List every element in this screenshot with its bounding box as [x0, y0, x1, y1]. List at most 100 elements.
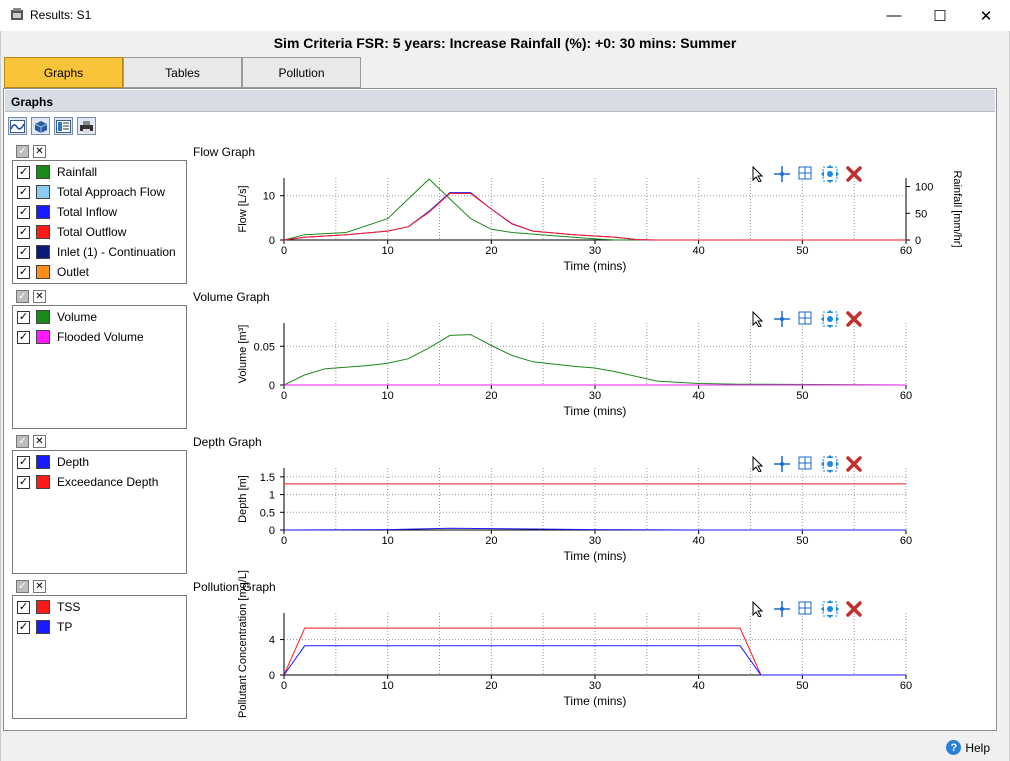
- graph-view-button[interactable]: [8, 117, 27, 135]
- legend-checkbox[interactable]: ✓: [17, 165, 30, 179]
- legend-checkbox[interactable]: ✓: [17, 205, 30, 219]
- legend-checkbox[interactable]: ✓: [17, 475, 30, 489]
- legend-item-exceedance-depth[interactable]: ✓ Exceedance Depth: [17, 473, 158, 491]
- series-line-rainfall: [283, 178, 906, 241]
- crosshair-tool-button[interactable]: [773, 455, 791, 473]
- x-tick-label: 20: [485, 535, 497, 547]
- legend-checkbox[interactable]: ✓: [17, 225, 30, 239]
- crosshair-icon: [774, 456, 790, 472]
- x-tick-label: 0: [281, 390, 287, 402]
- legend-checkbox[interactable]: ✓: [17, 330, 30, 344]
- legend-label: Outlet: [57, 265, 90, 279]
- pointer-tool-button[interactable]: [749, 600, 767, 618]
- pointer-tool-button[interactable]: [749, 455, 767, 473]
- delete-icon: [846, 456, 862, 472]
- legend-color-swatch: [36, 185, 50, 199]
- simulation-title: Sim Criteria FSR: 5 years: Increase Rain…: [273, 35, 737, 51]
- zoom-box-icon: [798, 166, 812, 180]
- legend-checkbox[interactable]: ✓: [17, 455, 30, 469]
- maximize-button[interactable]: ☐: [933, 7, 947, 25]
- legend-checkbox[interactable]: ✓: [17, 310, 30, 324]
- table-view-button[interactable]: [54, 117, 73, 135]
- legend-checkbox[interactable]: ✓: [17, 620, 30, 634]
- legend-checkbox[interactable]: ✓: [17, 185, 30, 199]
- pan-tool-button[interactable]: [821, 600, 839, 618]
- legend-item-tp[interactable]: ✓ TP: [17, 618, 72, 636]
- x-tick-label: 10: [382, 245, 394, 257]
- y-tick-label: 1.5: [260, 472, 275, 484]
- legend-item-flooded-volume[interactable]: ✓ Flooded Volume: [17, 328, 144, 346]
- legend-item-rainfall[interactable]: ✓ Rainfall: [17, 163, 97, 181]
- reset-tool-button[interactable]: [845, 310, 863, 328]
- tab-pollution[interactable]: Pollution: [242, 57, 361, 88]
- legend-item-inlet-1-continuation[interactable]: ✓ Inlet (1) - Continuation: [17, 243, 176, 261]
- legend-item-tss[interactable]: ✓ TSS: [17, 598, 80, 616]
- legend-checkbox[interactable]: ✓: [17, 600, 30, 614]
- y-axis-label: Flow [L/s]: [237, 185, 249, 232]
- close-button[interactable]: ✕: [979, 7, 993, 25]
- legend-item-total-inflow[interactable]: ✓ Total Inflow: [17, 203, 117, 221]
- tab-graphs[interactable]: Graphs: [4, 57, 123, 88]
- x-tick-label: 40: [693, 390, 705, 402]
- pan-tool-button[interactable]: [821, 165, 839, 183]
- legend-box: ✓ Rainfall ✓ Total Approach Flow ✓ Total Infl…: [12, 160, 187, 284]
- legend-item-total-approach-flow[interactable]: ✓ Total Approach Flow: [17, 183, 165, 201]
- pointer-tool-button[interactable]: [749, 165, 767, 183]
- reset-tool-button[interactable]: [845, 455, 863, 473]
- zoom-box-tool-button[interactable]: [797, 165, 815, 183]
- select-none-button[interactable]: ✕: [33, 580, 46, 593]
- reset-tool-button[interactable]: [845, 165, 863, 183]
- x-axis-label: Time (mins): [564, 404, 627, 418]
- legend-checkbox[interactable]: ✓: [17, 245, 30, 259]
- select-none-button[interactable]: ✕: [33, 435, 46, 448]
- legend-color-swatch: [36, 330, 50, 344]
- crosshair-tool-button[interactable]: [773, 600, 791, 618]
- crosshair-tool-button[interactable]: [773, 310, 791, 328]
- x-tick-label: 60: [900, 680, 912, 692]
- y-tick-label: 4: [269, 635, 275, 647]
- legend-checkbox[interactable]: ✓: [17, 265, 30, 279]
- tab-tables[interactable]: Tables: [123, 57, 242, 88]
- select-all-button[interactable]: ✓: [16, 435, 29, 448]
- zoom-box-tool-button[interactable]: [797, 600, 815, 618]
- x-axis-label: Time (mins): [564, 259, 627, 273]
- zoom-box-tool-button[interactable]: [797, 455, 815, 473]
- legend-color-swatch: [36, 620, 50, 634]
- cursor-icon: [752, 456, 764, 472]
- pan-icon: [821, 165, 839, 183]
- legend-label: Rainfall: [57, 165, 98, 179]
- select-none-button[interactable]: ✕: [33, 145, 46, 158]
- x-axis-label: Time (mins): [564, 549, 627, 563]
- select-all-button[interactable]: ✓: [16, 290, 29, 303]
- pan-tool-button[interactable]: [821, 310, 839, 328]
- pan-tool-button[interactable]: [821, 455, 839, 473]
- legend-item-total-outflow[interactable]: ✓ Total Outflow: [17, 223, 126, 241]
- select-all-button[interactable]: ✓: [16, 580, 29, 593]
- legend-item-depth[interactable]: ✓ Depth: [17, 453, 89, 471]
- x-tick-label: 10: [382, 680, 394, 692]
- graphs-section-header: Graphs: [5, 90, 995, 112]
- crosshair-tool-button[interactable]: [773, 165, 791, 183]
- zoom-box-tool-button[interactable]: [797, 310, 815, 328]
- chart-pollution-graph: 0 10 20 30 40 50 60 0 4 Time (mins) Pollutant Conc…: [237, 570, 912, 718]
- minimize-button[interactable]: —: [886, 7, 902, 24]
- y-axis-label: Pollutant Concentration [mg/L]: [237, 570, 249, 718]
- series-line-volume: [283, 334, 907, 386]
- select-none-button[interactable]: ✕: [33, 290, 46, 303]
- reset-tool-button[interactable]: [845, 600, 863, 618]
- print-button[interactable]: [77, 117, 96, 135]
- zoom-box-icon: [798, 456, 812, 470]
- pointer-tool-button[interactable]: [749, 310, 767, 328]
- graph-title: Pollution Graph: [193, 580, 276, 594]
- delete-icon: [846, 166, 862, 182]
- select-all-button[interactable]: ✓: [16, 145, 29, 158]
- tab-strip: Graphs Tables Pollution: [4, 57, 361, 88]
- y2-tick-label: 100: [915, 182, 933, 194]
- help-link[interactable]: ? Help: [946, 740, 990, 755]
- 3d-view-button[interactable]: [31, 117, 50, 135]
- legend-item-outlet[interactable]: ✓ Outlet: [17, 263, 89, 281]
- delete-icon: [846, 311, 862, 327]
- legend-item-volume[interactable]: ✓ Volume: [17, 308, 97, 326]
- x-tick-label: 40: [693, 535, 705, 547]
- legend-color-swatch: [36, 475, 50, 489]
